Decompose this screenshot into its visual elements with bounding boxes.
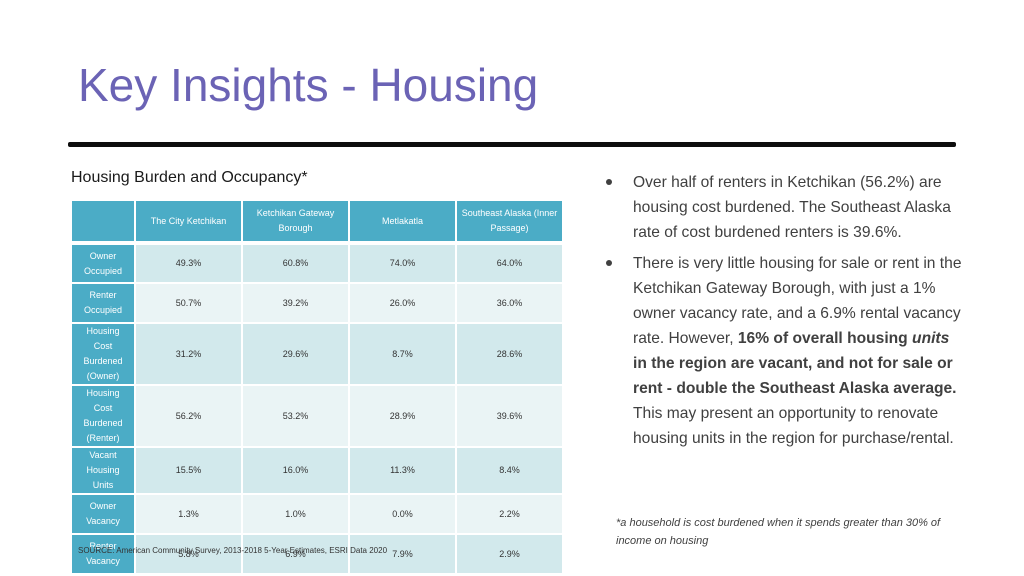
table-cell: 50.7%	[134, 282, 243, 324]
insight-bullet: There is very little housing for sale or…	[606, 251, 966, 451]
header-cell: Metlakatla	[348, 199, 457, 245]
table-cell: 49.3%	[134, 242, 243, 284]
table-cell: 1.3%	[134, 493, 243, 535]
table-row: Housing Cost Burdened (Renter) 56.2% 53.…	[70, 384, 564, 448]
table-cell: 6.9%	[241, 533, 350, 575]
table-cell: 0.0%	[348, 493, 457, 535]
table-row: Vacant Housing Units 15.5% 16.0% 11.3% 8…	[70, 446, 564, 495]
insight-text: Over half of renters in Ketchikan (56.2%…	[633, 174, 951, 241]
table-row: Owner Occupied 49.3% 60.8% 74.0% 64.0%	[70, 242, 564, 284]
header-cell	[70, 199, 136, 245]
header-cell: Southeast Alaska (Inner Passage)	[455, 199, 564, 245]
table-cell: 16.0%	[241, 446, 350, 495]
header-cell: The City Ketchikan	[134, 199, 243, 245]
table-cell: 2.2%	[455, 493, 564, 535]
table-cell: 11.3%	[348, 446, 457, 495]
insight-text: This may present an opportunity to renov…	[633, 405, 954, 447]
table-cell: 8.4%	[455, 446, 564, 495]
row-label: Owner Occupied	[70, 242, 136, 284]
table-cell: 2.9%	[455, 533, 564, 575]
insight-emphasis: in the region are vacant, and not for sa…	[633, 355, 957, 397]
table-row: Renter Occupied 50.7% 39.2% 26.0% 36.0%	[70, 282, 564, 324]
table-cell: 1.0%	[241, 493, 350, 535]
table-row: Housing Cost Burdened (Owner) 31.2% 29.6…	[70, 322, 564, 386]
insight-bullet: Over half of renters in Ketchikan (56.2%…	[606, 170, 966, 245]
table-cell: 28.9%	[348, 384, 457, 448]
table-cell: 26.0%	[348, 282, 457, 324]
table-cell: 8.7%	[348, 322, 457, 386]
table-cell: 74.0%	[348, 242, 457, 284]
table-cell: 60.8%	[241, 242, 350, 284]
table-header-row: The City Ketchikan Ketchikan Gateway Bor…	[70, 199, 564, 245]
header-cell: Ketchikan Gateway Borough	[241, 199, 350, 245]
insight-emphasis: 16% of overall housing	[737, 330, 913, 347]
insight-text: There is very little housing for sale or…	[633, 255, 962, 347]
bullet-dot-icon	[606, 260, 612, 266]
bullet-dot-icon	[606, 179, 612, 185]
table-cell: 36.0%	[455, 282, 564, 324]
housing-table: The City Ketchikan Ketchikan Gateway Bor…	[70, 199, 564, 575]
table-cell: 15.5%	[134, 446, 243, 495]
row-label: Housing Cost Burdened (Renter)	[70, 384, 136, 448]
source-note: SOURCE: American Community Survey, 2013-…	[78, 546, 388, 555]
insight-emphasis-italic: units	[912, 330, 950, 347]
table-cell: 28.6%	[455, 322, 564, 386]
row-label: Vacant Housing Units	[70, 446, 136, 495]
table-cell: 56.2%	[134, 384, 243, 448]
table-cell: 64.0%	[455, 242, 564, 284]
table-cell: 53.2%	[241, 384, 350, 448]
title-divider	[68, 142, 956, 147]
footnote: *a household is cost burdened when it sp…	[616, 517, 941, 547]
table-cell: 39.6%	[455, 384, 564, 448]
table-cell: 31.2%	[134, 322, 243, 386]
row-label: Housing Cost Burdened (Owner)	[70, 322, 136, 386]
insights-list: Over half of renters in Ketchikan (56.2%…	[606, 170, 966, 457]
table-caption: Housing Burden and Occupancy*	[71, 169, 308, 186]
table-cell: 39.2%	[241, 282, 350, 324]
table-row: Renter Vacancy 5.8% 6.9% 7.9% 2.9%	[70, 533, 564, 575]
row-label: Renter Occupied	[70, 282, 136, 324]
slide-title: Key Insights - Housing	[78, 59, 539, 111]
row-label: Renter Vacancy	[70, 533, 136, 575]
table-cell: 29.6%	[241, 322, 350, 386]
table-row: Owner Vacancy 1.3% 1.0% 0.0% 2.2%	[70, 493, 564, 535]
table-cell: 5.8%	[134, 533, 243, 575]
table-cell: 7.9%	[348, 533, 457, 575]
row-label: Owner Vacancy	[70, 493, 136, 535]
